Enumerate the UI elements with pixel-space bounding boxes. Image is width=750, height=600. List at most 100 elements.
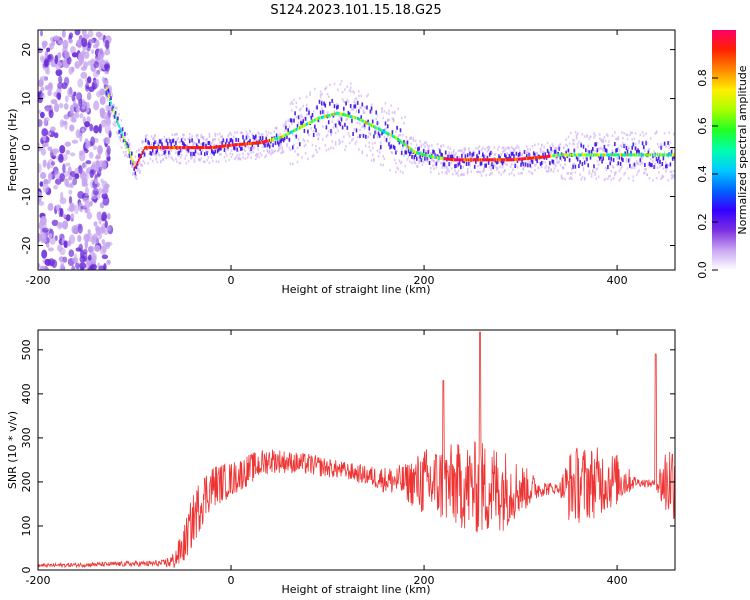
spectrogram-band-cell <box>272 143 274 148</box>
spectrogram-halo-cell <box>617 136 620 139</box>
spectrogram-halo-cell <box>141 140 144 143</box>
spectrogram-halo-cell <box>339 140 342 144</box>
spectrogram-halo-cell <box>322 101 324 105</box>
spectrogram-halo-cell <box>252 150 255 154</box>
spectrogram-halo-cell <box>202 136 205 139</box>
spectrogram-band-cell <box>665 164 667 169</box>
spectrogram-noise-cell <box>106 145 111 156</box>
spectrogram-halo-cell <box>639 133 642 137</box>
spectrogram-band-cell <box>391 130 394 135</box>
spectrogram-halo-cell <box>630 131 632 134</box>
spectrogram-noise-cell <box>44 258 52 267</box>
spectrogram-halo-cell <box>251 133 254 136</box>
spectrogram-halo-cell <box>311 143 314 147</box>
spectrogram-halo-cell <box>258 135 260 139</box>
spectrogram-halo-cell <box>575 135 578 139</box>
spectrogram-halo-cell <box>317 132 320 135</box>
spectrogram-band-cell <box>504 153 506 158</box>
spectrogram-ridge-cell <box>468 158 470 162</box>
spectrogram-band-cell <box>658 156 660 161</box>
spectrogram-ridge-cell <box>207 146 210 150</box>
spectrogram-ridge-cell <box>378 128 381 131</box>
spectrogram-halo-cell <box>659 165 661 168</box>
spectrogram-ridge-cell <box>543 155 545 159</box>
spectrogram-halo-cell <box>339 83 342 86</box>
spectrogram-noise-cell <box>47 247 54 252</box>
spectrogram-halo-cell <box>200 157 203 160</box>
spectrogram-halo-cell <box>299 116 301 119</box>
spectrogram-ridge-cell <box>422 153 425 157</box>
spectrogram-halo-cell <box>621 145 623 148</box>
spectrogram-band-cell <box>596 148 599 153</box>
spectrogram-halo-cell <box>349 86 352 89</box>
spectrogram-band-cell <box>239 146 242 151</box>
spectrogram-halo-cell <box>469 161 471 165</box>
spectrogram-band-cell <box>369 109 372 114</box>
spectrogram-ridge-cell <box>384 131 387 134</box>
spectrogram-noise-cell <box>40 111 45 119</box>
spectrogram-halo-cell <box>493 163 496 166</box>
spectrogram-noise-cell <box>49 42 54 50</box>
spectrogram-halo-cell <box>429 167 432 170</box>
spectrogram-ridge-cell <box>206 146 208 150</box>
spectrogram-band-cell <box>259 136 262 141</box>
spectrogram-band-cell <box>347 110 350 115</box>
spectrogram-band-cell <box>609 161 611 166</box>
spectrogram-halo-cell <box>182 136 184 140</box>
spectrogram-halo-cell <box>647 148 650 151</box>
spectrogram-ridge-cell <box>486 158 489 162</box>
spectrogram-halo-cell <box>139 171 141 175</box>
spectrogram-halo-cell <box>208 135 211 138</box>
spectrogram-halo-cell <box>111 110 113 113</box>
spectrogram-halo-cell <box>541 165 543 168</box>
spectrogram-halo-cell <box>404 115 406 119</box>
spectrogram-halo-cell <box>617 137 620 141</box>
spectrogram-band-cell <box>487 160 490 165</box>
spectrogram-halo-cell <box>380 141 382 144</box>
spectrogram-noise-cell <box>89 38 95 45</box>
spectrogram-halo-cell <box>420 145 423 149</box>
spectrogram-ridge-cell <box>561 153 564 157</box>
spectrogram-band-cell <box>132 161 134 166</box>
spectrogram-halo-cell <box>344 88 346 91</box>
spectrogram-halo-cell <box>287 138 289 141</box>
spectrogram-halo-cell <box>438 148 440 151</box>
spectrogram-ridge-cell <box>647 153 650 157</box>
spectrogram-band-cell <box>636 150 638 154</box>
spectrogram-ridge-cell <box>448 157 450 161</box>
spectrogram-noise-cell <box>60 191 64 200</box>
spectrogram-halo-cell <box>343 135 345 139</box>
spectrogram-band-cell <box>324 103 327 108</box>
spectrogram-ridge-cell <box>619 153 622 157</box>
spectrogram-halo-cell <box>661 174 664 177</box>
spectrogram-halo-cell <box>448 170 450 173</box>
spectrogram-ridge-cell <box>414 151 417 154</box>
spectrogram-ridge-cell <box>663 153 666 157</box>
spectrogram-halo-cell <box>188 132 191 136</box>
spectrogram-halo-cell <box>549 145 551 148</box>
spectrogram-halo-cell <box>332 146 335 150</box>
spectrogram-noise-cell <box>92 188 100 196</box>
spectrogram-halo-cell <box>127 153 130 156</box>
spectrogram-noise-cell <box>53 171 61 179</box>
spectrogram-halo-cell <box>588 171 591 175</box>
spectrogram-ridge-cell <box>508 158 511 162</box>
spectrogram-ridge-cell <box>539 155 542 159</box>
spectrogram-halo-cell <box>494 165 497 168</box>
spectrogram-ridge-cell <box>368 122 371 126</box>
colorbar-tick-label: 0.8 <box>696 69 709 87</box>
spectrogram-halo-cell <box>644 149 646 152</box>
spectrogram-halo-cell <box>617 147 620 150</box>
spectrogram-halo-cell <box>352 108 354 112</box>
spectrogram-halo-cell <box>314 87 316 91</box>
spectrogram-halo-cell <box>236 131 238 134</box>
spectrogram-ridge-cell <box>645 153 647 157</box>
spectrogram-noise-cell <box>70 152 76 157</box>
spectrogram-band-cell <box>385 137 388 142</box>
spectrogram-band-cell <box>393 146 396 150</box>
spectrogram-noise-cell <box>58 102 64 109</box>
spectrogram-halo-cell <box>420 143 423 146</box>
spectrogram-halo-cell <box>237 156 240 159</box>
spectrogram-band-cell <box>498 154 500 159</box>
spectrogram-ridge-cell <box>351 115 353 119</box>
